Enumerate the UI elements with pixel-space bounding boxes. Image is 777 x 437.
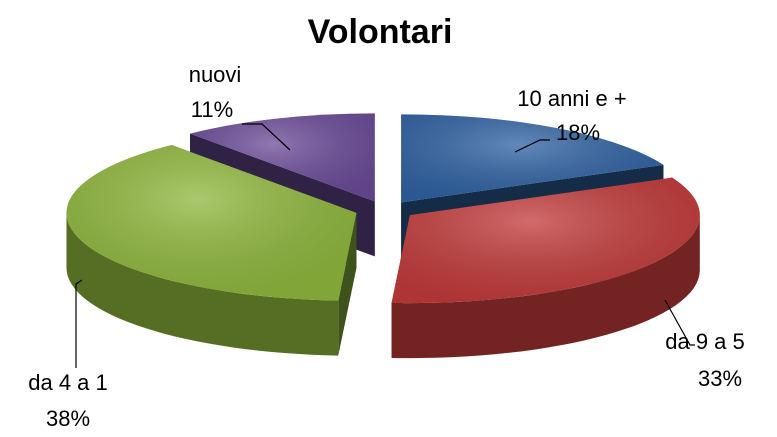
slice-shine <box>66 145 357 301</box>
leader-line <box>514 139 550 153</box>
slice-side <box>66 212 339 356</box>
slice-shine <box>189 113 375 202</box>
slice-shine <box>391 177 700 304</box>
slice <box>391 177 700 359</box>
category-label: da 9 a 5 <box>665 329 745 354</box>
leader-line <box>75 279 83 368</box>
value-label: 18% <box>556 120 600 145</box>
leader-line <box>664 299 695 346</box>
value-label: 38% <box>46 406 90 431</box>
category-label: 10 anni e + <box>517 86 626 111</box>
pie <box>66 113 700 359</box>
category-label: nuovi <box>189 62 242 87</box>
value-label: 11% <box>191 97 233 122</box>
category-label: da 4 a 1 <box>28 370 108 395</box>
chart-title: Volontari <box>308 13 453 51</box>
slice <box>66 145 357 356</box>
slice-side <box>391 215 700 359</box>
value-label: 33% <box>698 366 742 391</box>
slice-shine <box>401 114 664 203</box>
leader-line <box>242 123 291 151</box>
